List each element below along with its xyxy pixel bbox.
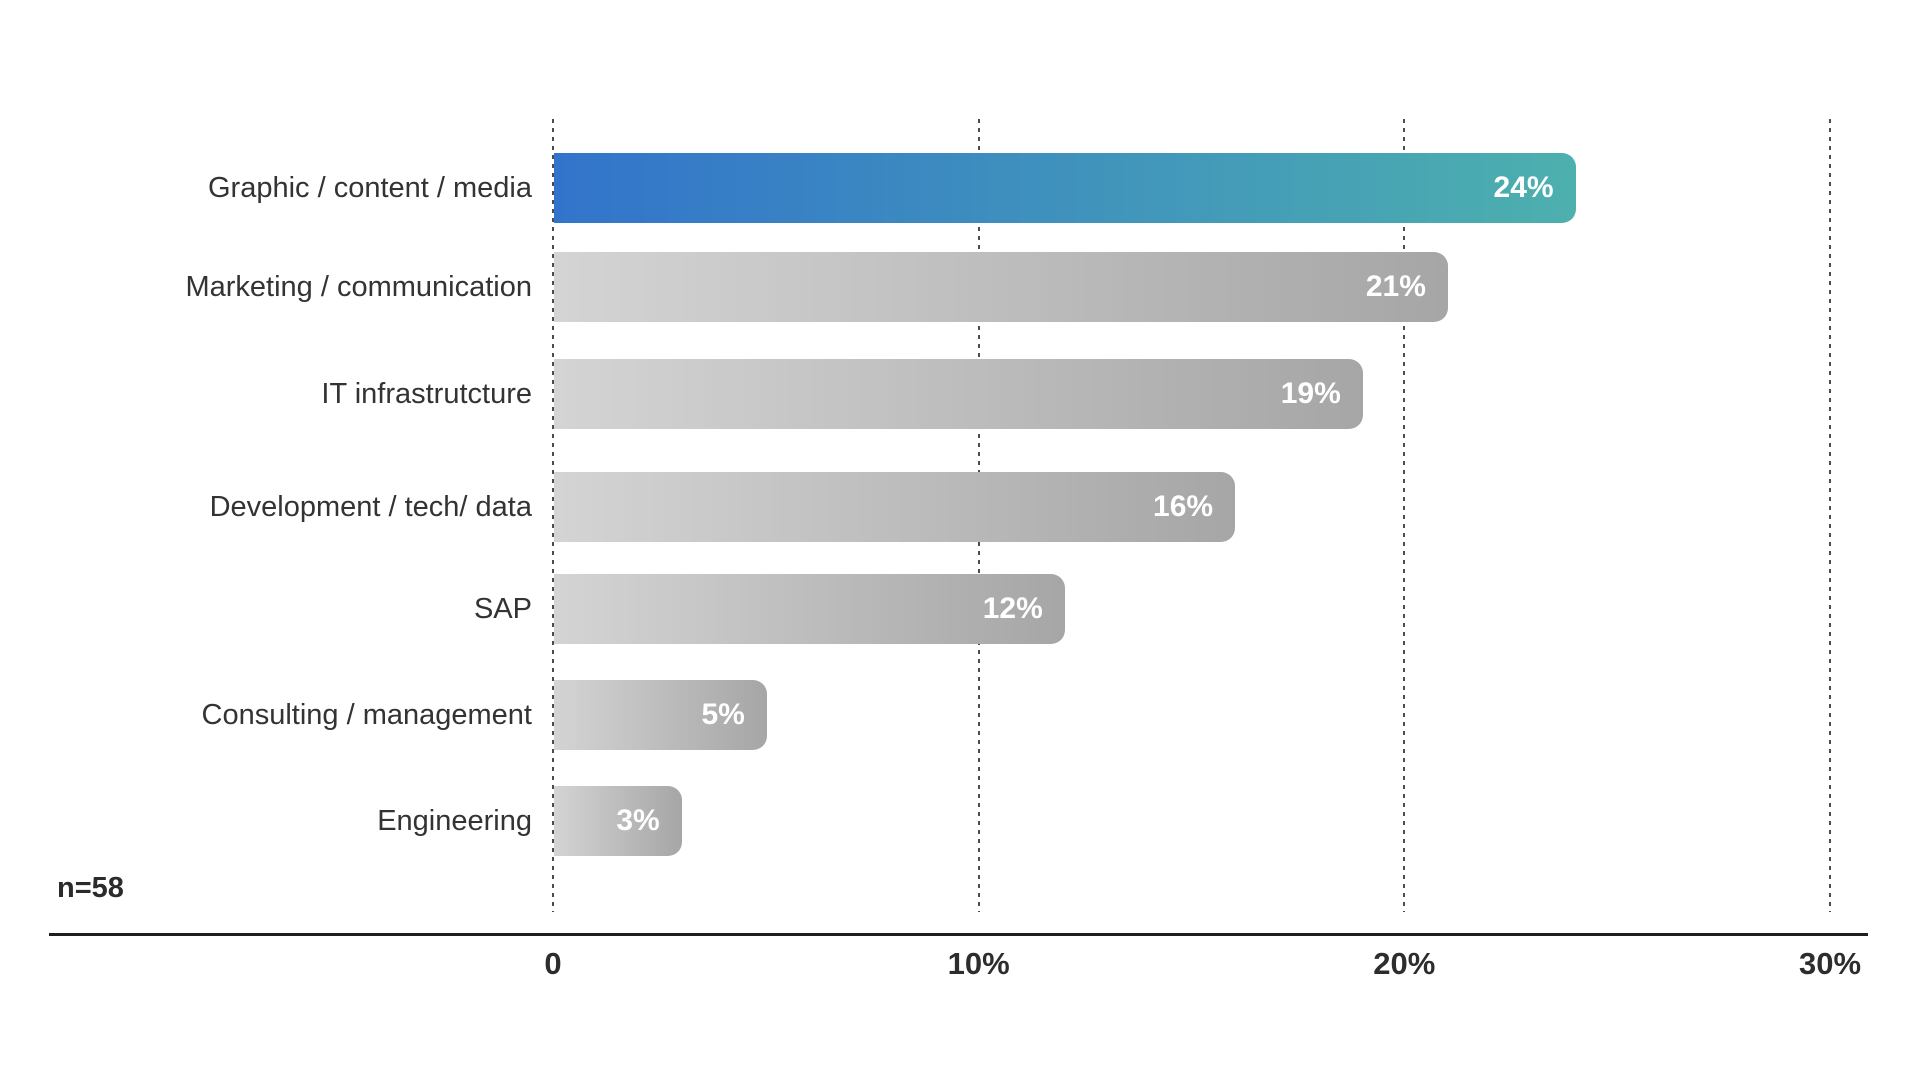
category-label: SAP — [473, 593, 532, 625]
gridline-20% — [1403, 119, 1406, 912]
category-label: Consulting / management — [201, 699, 532, 731]
gridline-30% — [1829, 119, 1831, 912]
value-label: 16% — [1153, 490, 1214, 523]
category-label: IT infrastrutcture — [321, 378, 532, 410]
bar-row: IT infrastrutcture 19% — [0, 359, 1920, 429]
bar-row: Consulting / management 5% — [0, 680, 1920, 750]
bar-row: Marketing / communication 21% — [0, 252, 1920, 322]
x-tick-label: 20% — [1373, 946, 1436, 981]
x-tick-label: 0 — [544, 946, 562, 981]
category-label: Marketing / communication — [185, 271, 532, 303]
bar: 16% — [554, 472, 1236, 542]
bar: 5% — [554, 680, 767, 750]
category-label: Development / tech/ data — [209, 491, 532, 523]
bar-row: SAP 12% — [0, 574, 1920, 644]
x-tick-label: 10% — [947, 946, 1010, 981]
bar-row: Development / tech/ data 16% — [0, 472, 1920, 542]
value-label: 3% — [616, 804, 660, 837]
category-label: Engineering — [377, 805, 532, 837]
bar: 19% — [554, 359, 1363, 429]
value-label: 19% — [1280, 377, 1341, 410]
gridline-0 — [552, 119, 554, 912]
value-label: 21% — [1365, 270, 1426, 303]
x-tick-label: 30% — [1798, 946, 1862, 981]
bar-highlighted: 24% — [554, 153, 1576, 223]
bar: 21% — [554, 252, 1448, 322]
sample-size-note: n=58 — [57, 872, 124, 904]
bar: 3% — [554, 786, 682, 856]
value-label: 5% — [701, 698, 745, 731]
bar-row: Graphic / content / media 24% — [0, 153, 1920, 223]
bar-row: Engineering 3% — [0, 786, 1920, 856]
x-axis-line — [49, 933, 1868, 936]
bar: 12% — [554, 574, 1065, 644]
value-label: 24% — [1493, 171, 1554, 204]
value-label: 12% — [982, 592, 1043, 625]
category-label: Graphic / content / media — [208, 172, 532, 204]
